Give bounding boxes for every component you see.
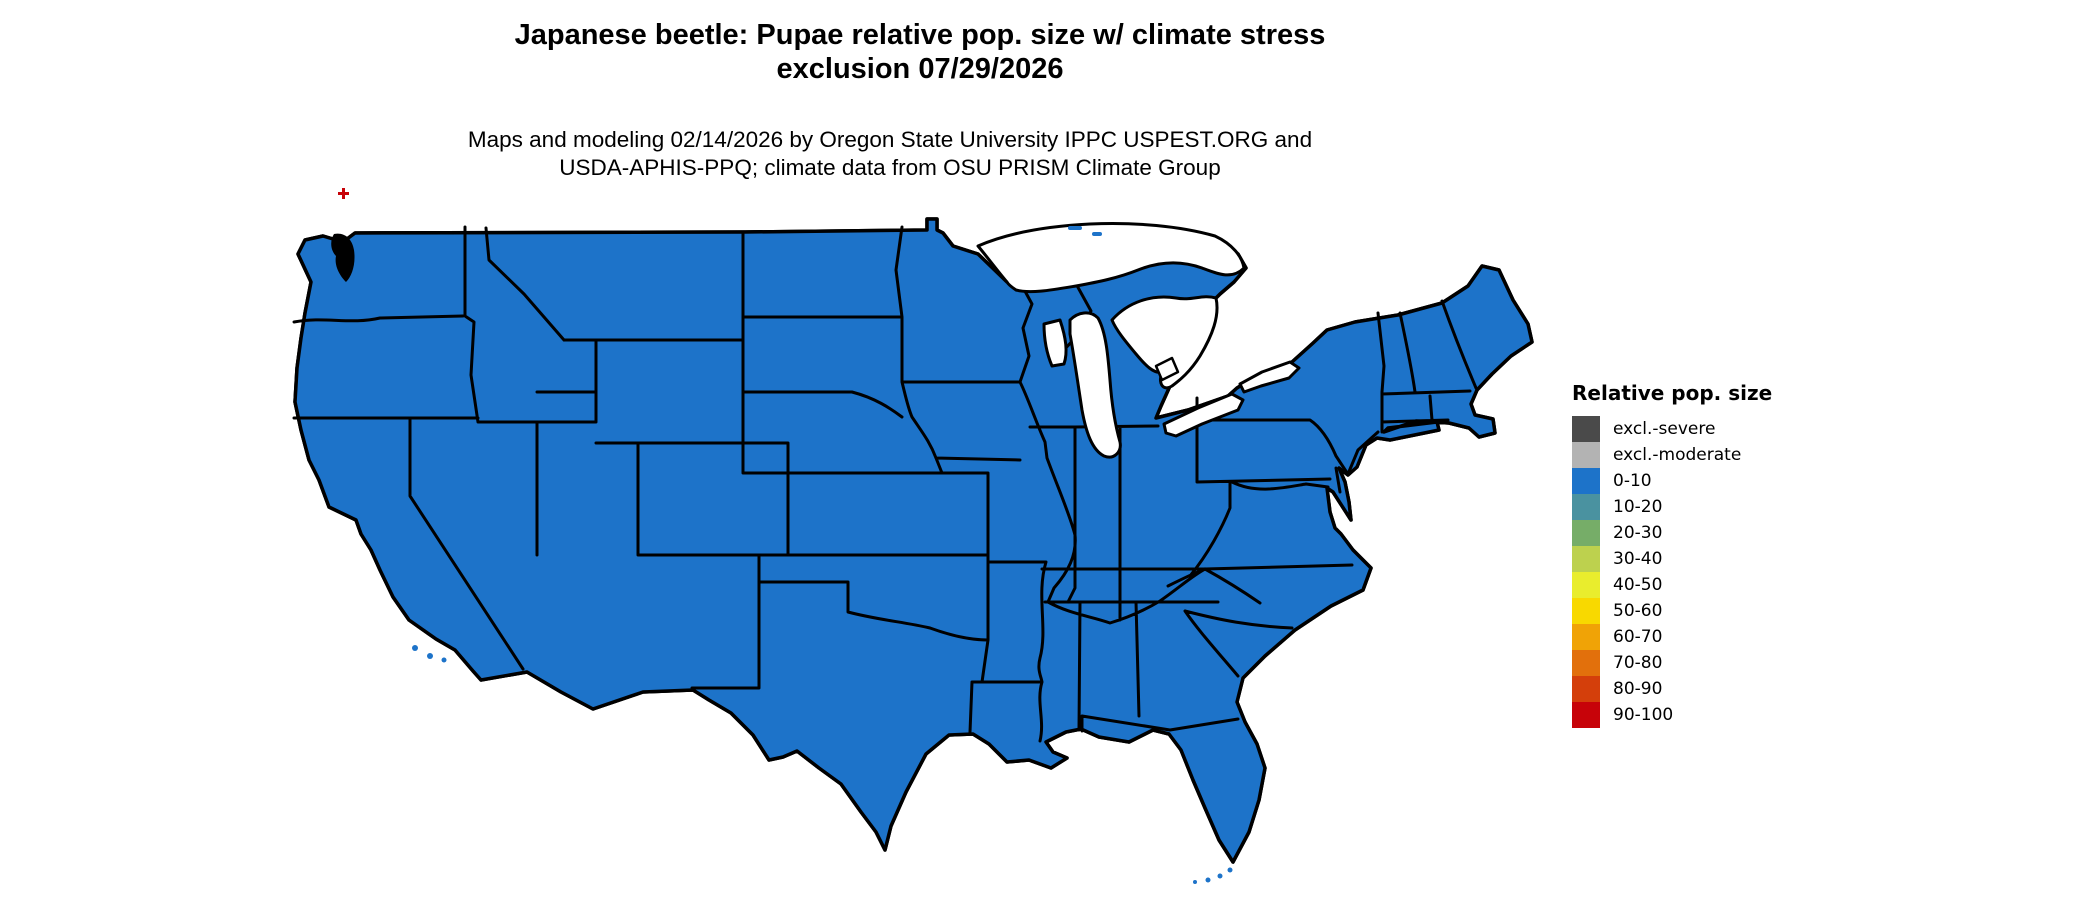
legend-label: 90-100 xyxy=(1613,705,1674,725)
legend-label: 10-20 xyxy=(1613,497,1663,517)
legend-row: 70-80 xyxy=(1572,650,1872,676)
legend-swatch xyxy=(1572,624,1600,650)
legend-title: Relative pop. size xyxy=(1572,381,1773,405)
legend-swatch xyxy=(1572,442,1600,468)
legend-swatch xyxy=(1572,468,1600,494)
legend-row: 50-60 xyxy=(1572,598,1872,624)
legend-swatch xyxy=(1572,520,1600,546)
conus-map-svg xyxy=(292,188,1534,884)
legend-label: 50-60 xyxy=(1613,601,1663,621)
legend-label: 20-30 xyxy=(1613,523,1663,543)
legend-swatch xyxy=(1572,572,1600,598)
puget-sound xyxy=(331,233,355,282)
legend-label: 60-70 xyxy=(1613,627,1663,647)
legend-swatch xyxy=(1572,702,1600,728)
legend-label: 0-10 xyxy=(1613,471,1652,491)
lake-ontario xyxy=(1238,360,1301,394)
legend-label: 80-90 xyxy=(1613,679,1663,699)
legend-items: excl.-severe excl.-moderate 0-10 10-20 2… xyxy=(1572,416,1872,728)
lake-superior xyxy=(976,222,1246,294)
title-line-1: Japanese beetle: Pupae relative pop. siz… xyxy=(514,19,1326,51)
legend: Relative pop. size excl.-severe excl.-mo… xyxy=(1572,381,1872,728)
legend-row: excl.-severe xyxy=(1572,416,1872,442)
legend-row: 40-50 xyxy=(1572,572,1872,598)
red-plus-marker xyxy=(338,188,349,199)
subtitle-line-2: USDA-APHIS-PPQ; climate data from OSU PR… xyxy=(559,155,1221,181)
legend-row: excl.-moderate xyxy=(1572,442,1872,468)
nation-outline-top xyxy=(293,217,1534,864)
subtitle-line-1: Maps and modeling 02/14/2026 by Oregon S… xyxy=(467,127,1313,152)
map-title: Japanese beetle: Pupae relative pop. siz… xyxy=(25,18,1815,86)
legend-label: excl.-severe xyxy=(1613,419,1716,439)
title-line-2: exclusion 07/29/2026 xyxy=(776,53,1064,86)
map-subtitle: Maps and modeling 02/14/2026 by Oregon S… xyxy=(25,126,1755,183)
legend-swatch xyxy=(1572,416,1600,442)
legend-swatch xyxy=(1572,650,1600,676)
legend-row: 90-100 xyxy=(1572,702,1872,728)
legend-row: 0-10 xyxy=(1572,468,1872,494)
legend-label: 30-40 xyxy=(1613,549,1663,569)
conus-map xyxy=(230,170,1570,892)
islands xyxy=(412,226,1233,884)
legend-swatch xyxy=(1572,598,1600,624)
legend-label: excl.-moderate xyxy=(1613,445,1742,465)
green-bay xyxy=(1042,318,1068,368)
great-lakes xyxy=(976,222,1301,459)
lake-michigan xyxy=(1068,311,1122,459)
lake-huron xyxy=(1110,295,1219,390)
legend-row: 30-40 xyxy=(1572,546,1872,572)
legend-row: 10-20 xyxy=(1572,494,1872,520)
saginaw-bay xyxy=(1154,356,1180,382)
legend-row: 60-70 xyxy=(1572,624,1872,650)
legend-swatch xyxy=(1572,676,1600,702)
legend-label: 40-50 xyxy=(1613,575,1663,595)
legend-row: 80-90 xyxy=(1572,676,1872,702)
legend-row: 20-30 xyxy=(1572,520,1872,546)
legend-label: 70-80 xyxy=(1613,653,1663,673)
legend-swatch xyxy=(1572,546,1600,572)
legend-swatch xyxy=(1572,494,1600,520)
lake-erie xyxy=(1162,392,1245,438)
